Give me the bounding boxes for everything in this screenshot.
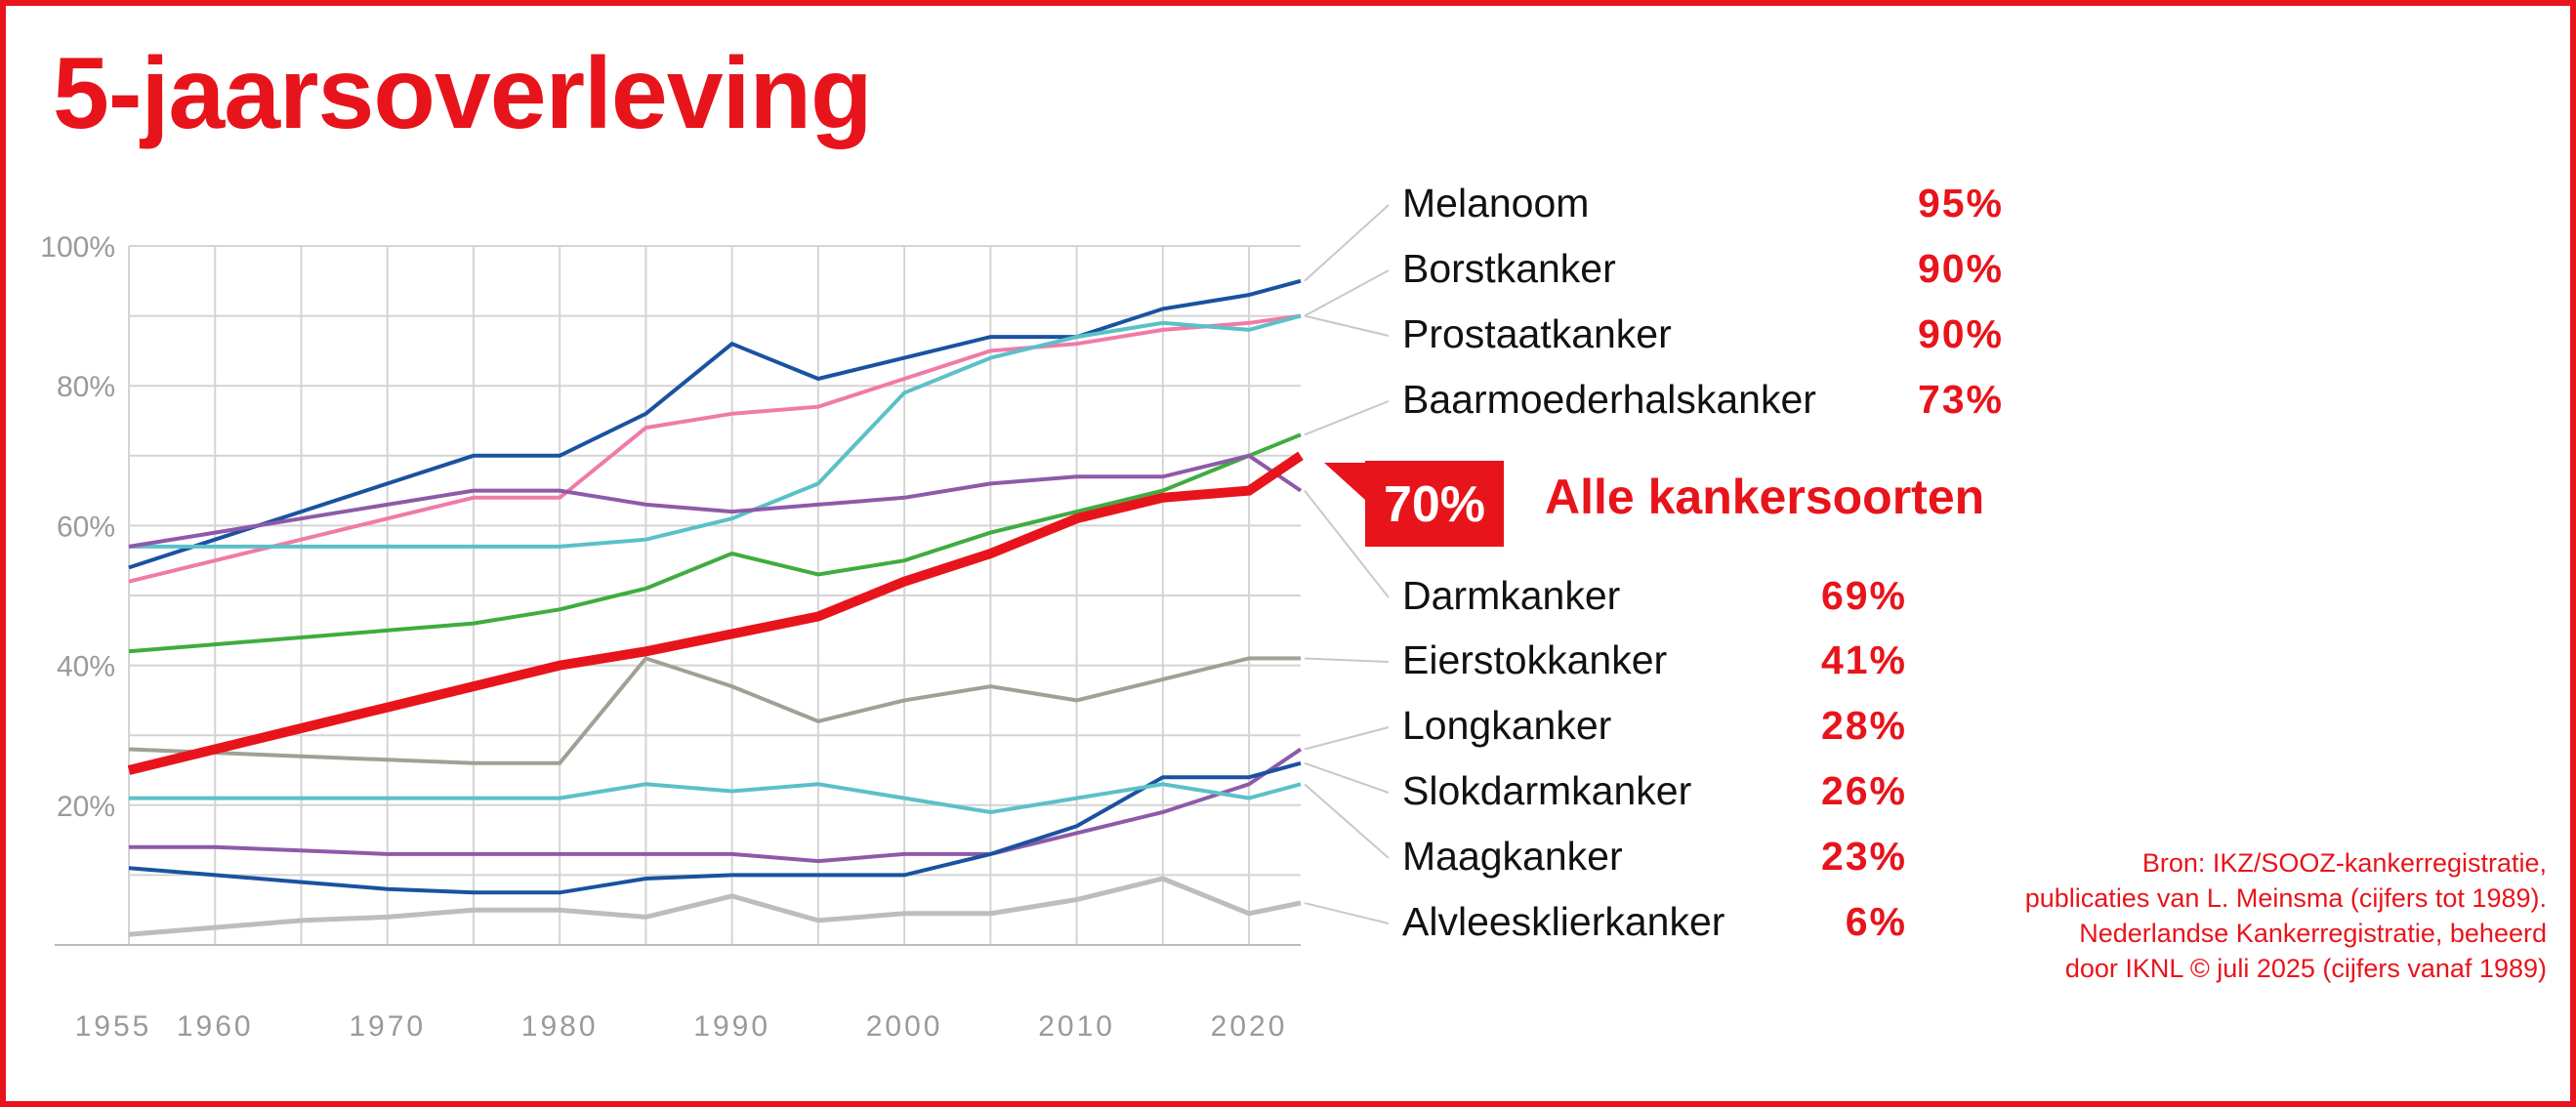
source-line: publicaties van L. Meinsma (cijfers tot … — [2024, 883, 2547, 913]
series-line-maagkanker — [129, 782, 1302, 815]
series-line-baarmoederhalskanker — [128, 432, 1302, 654]
source-line: Nederlandse Kankerregistratie, beheerd — [2079, 919, 2547, 948]
x-tick-label: 1970 — [349, 1010, 426, 1043]
leader-line — [1304, 400, 1390, 436]
series-value-longkanker: 28% — [1821, 703, 1907, 748]
series-line-prostaatkanker — [129, 313, 1302, 549]
y-tick-label: 40% — [57, 651, 115, 683]
series-label-prostaatkanker: Prostaatkanker — [1402, 311, 1672, 356]
leader-line — [1304, 761, 1390, 794]
source-line: door IKNL © juli 2025 (cijfers vanaf 198… — [2064, 954, 2547, 983]
series-value-maagkanker: 23% — [1821, 834, 1907, 879]
series-label-baarmoederhalskanker: Baarmoederhalskanker — [1402, 377, 1816, 422]
leader-line — [1304, 269, 1390, 317]
series-line-eierstokkanker — [128, 656, 1301, 765]
leader-line — [1304, 204, 1390, 282]
series-value-prostaatkanker: 90% — [1918, 311, 2004, 356]
series-line-darmkanker — [128, 453, 1303, 549]
x-tick-label: 1980 — [521, 1010, 599, 1043]
series-value-slokdarmkanker: 26% — [1821, 768, 1907, 813]
leader-line — [1304, 783, 1390, 859]
series-label-longkanker: Longkanker — [1402, 703, 1611, 748]
series-label-borstkanker: Borstkanker — [1402, 246, 1616, 291]
y-tick-label: 100% — [40, 231, 115, 264]
series-label-eierstokkanker: Eierstokkanker — [1402, 637, 1667, 682]
series-value-borstkanker: 90% — [1918, 246, 2004, 291]
y-tick-label: 60% — [57, 511, 115, 543]
series-line-slokdarmkanker — [128, 760, 1302, 895]
series-value-melanoom: 95% — [1918, 181, 2004, 226]
leader-line — [1304, 314, 1390, 337]
series-line-alle-kankersoorten — [127, 451, 1304, 775]
series-label-maagkanker: Maagkanker — [1402, 834, 1623, 879]
series-value-baarmoederhalskanker: 73% — [1918, 377, 2004, 422]
y-tick-label: 20% — [57, 791, 115, 823]
x-tick-label: 1955 — [75, 1010, 152, 1043]
leader-line — [1304, 489, 1390, 598]
leader-line — [1304, 726, 1390, 751]
callout-box — [1324, 461, 1504, 547]
series-label-slokdarmkanker: Slokdarmkanker — [1402, 768, 1691, 813]
series-label-melanoom: Melanoom — [1402, 181, 1589, 226]
x-tick-label: 2020 — [1211, 1010, 1288, 1043]
series-line-longkanker — [129, 747, 1303, 864]
page-title: 5-jaarsoverleving — [53, 37, 873, 150]
leader-line — [1304, 657, 1390, 663]
series-line-melanoom — [128, 278, 1302, 570]
x-tick-label: 2000 — [866, 1010, 943, 1043]
callout-label: Alle kankersoorten — [1545, 470, 1984, 524]
source-note: Bron: IKZ/SOOZ-kankerregistratie, public… — [2025, 845, 2547, 986]
series-label-alvleesklierkanker: Alvleesklierkanker — [1402, 899, 1724, 944]
series-value-eierstokkanker: 41% — [1821, 637, 1907, 682]
series-value-alvleesklierkanker: 6% — [1846, 899, 1907, 944]
callout-value: 70% — [1384, 476, 1485, 533]
series-line-alvleesklierkanker — [128, 876, 1302, 937]
series-value-darmkanker: 69% — [1821, 573, 1907, 618]
series-label-darmkanker: Darmkanker — [1402, 573, 1620, 618]
series-line-borstkanker — [128, 313, 1302, 584]
x-tick-label: 2010 — [1038, 1010, 1115, 1043]
x-tick-label: 1960 — [177, 1010, 254, 1043]
leader-line — [1304, 902, 1390, 924]
source-line: Bron: IKZ/SOOZ-kankerregistratie, — [2141, 848, 2547, 878]
x-tick-label: 1990 — [693, 1010, 770, 1043]
y-tick-label: 80% — [57, 371, 115, 403]
